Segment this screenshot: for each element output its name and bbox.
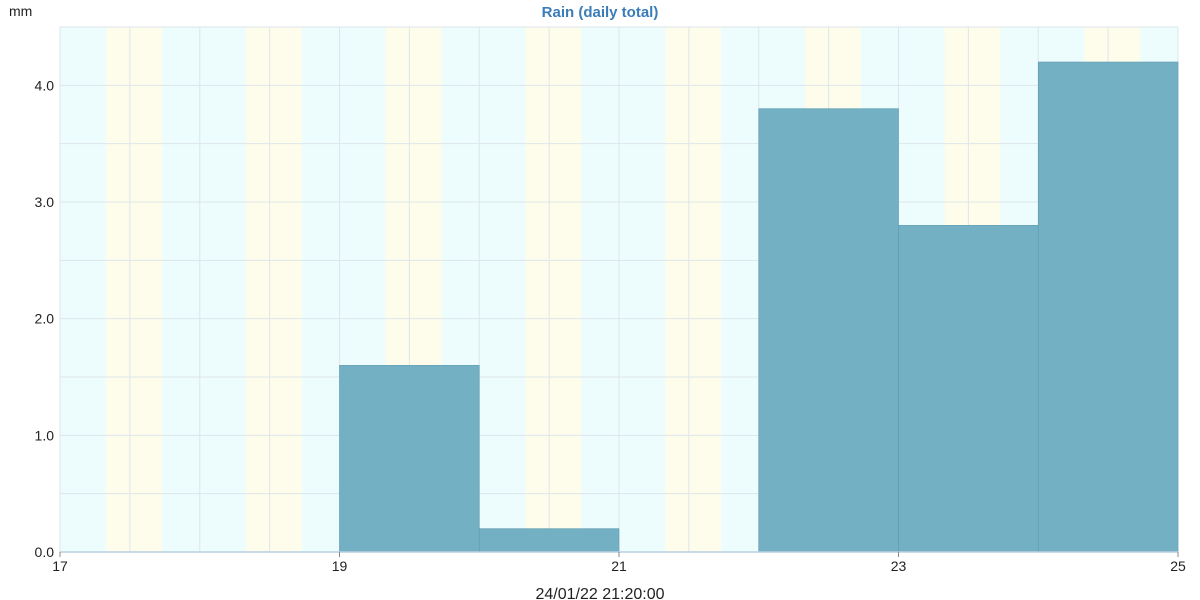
rain-bar-19 bbox=[339, 365, 480, 553]
x-tick-label: 17 bbox=[52, 558, 68, 574]
label-layer: Rain (daily total) mm 24/01/22 21:20:00 … bbox=[9, 3, 1186, 600]
daylight-band bbox=[665, 27, 722, 552]
rain-bar-24 bbox=[1037, 61, 1179, 553]
x-tick-label: 21 bbox=[611, 558, 627, 574]
y-axis-unit: mm bbox=[9, 3, 32, 19]
daylight-band bbox=[245, 27, 302, 552]
y-tick-label: 2.0 bbox=[35, 311, 55, 327]
bar-layer bbox=[339, 61, 1179, 553]
rain-bar-20 bbox=[478, 528, 620, 553]
y-tick-label: 0.0 bbox=[35, 544, 55, 560]
x-tick-label: 25 bbox=[1170, 558, 1186, 574]
y-tick-label: 3.0 bbox=[35, 194, 55, 210]
timestamp-footer: 24/01/22 21:20:00 bbox=[535, 586, 664, 600]
daylight-band bbox=[106, 27, 163, 552]
axis-layer bbox=[59, 551, 1179, 557]
rain-bar-23 bbox=[898, 225, 1039, 553]
y-tick-label: 1.0 bbox=[35, 427, 55, 443]
daylight-band bbox=[525, 27, 582, 552]
x-tick-label: 23 bbox=[891, 558, 907, 574]
chart-title: Rain (daily total) bbox=[542, 4, 659, 21]
y-tick-label: 4.0 bbox=[35, 77, 55, 93]
x-tick-label: 19 bbox=[332, 558, 348, 574]
rain-bar-22 bbox=[758, 108, 899, 553]
